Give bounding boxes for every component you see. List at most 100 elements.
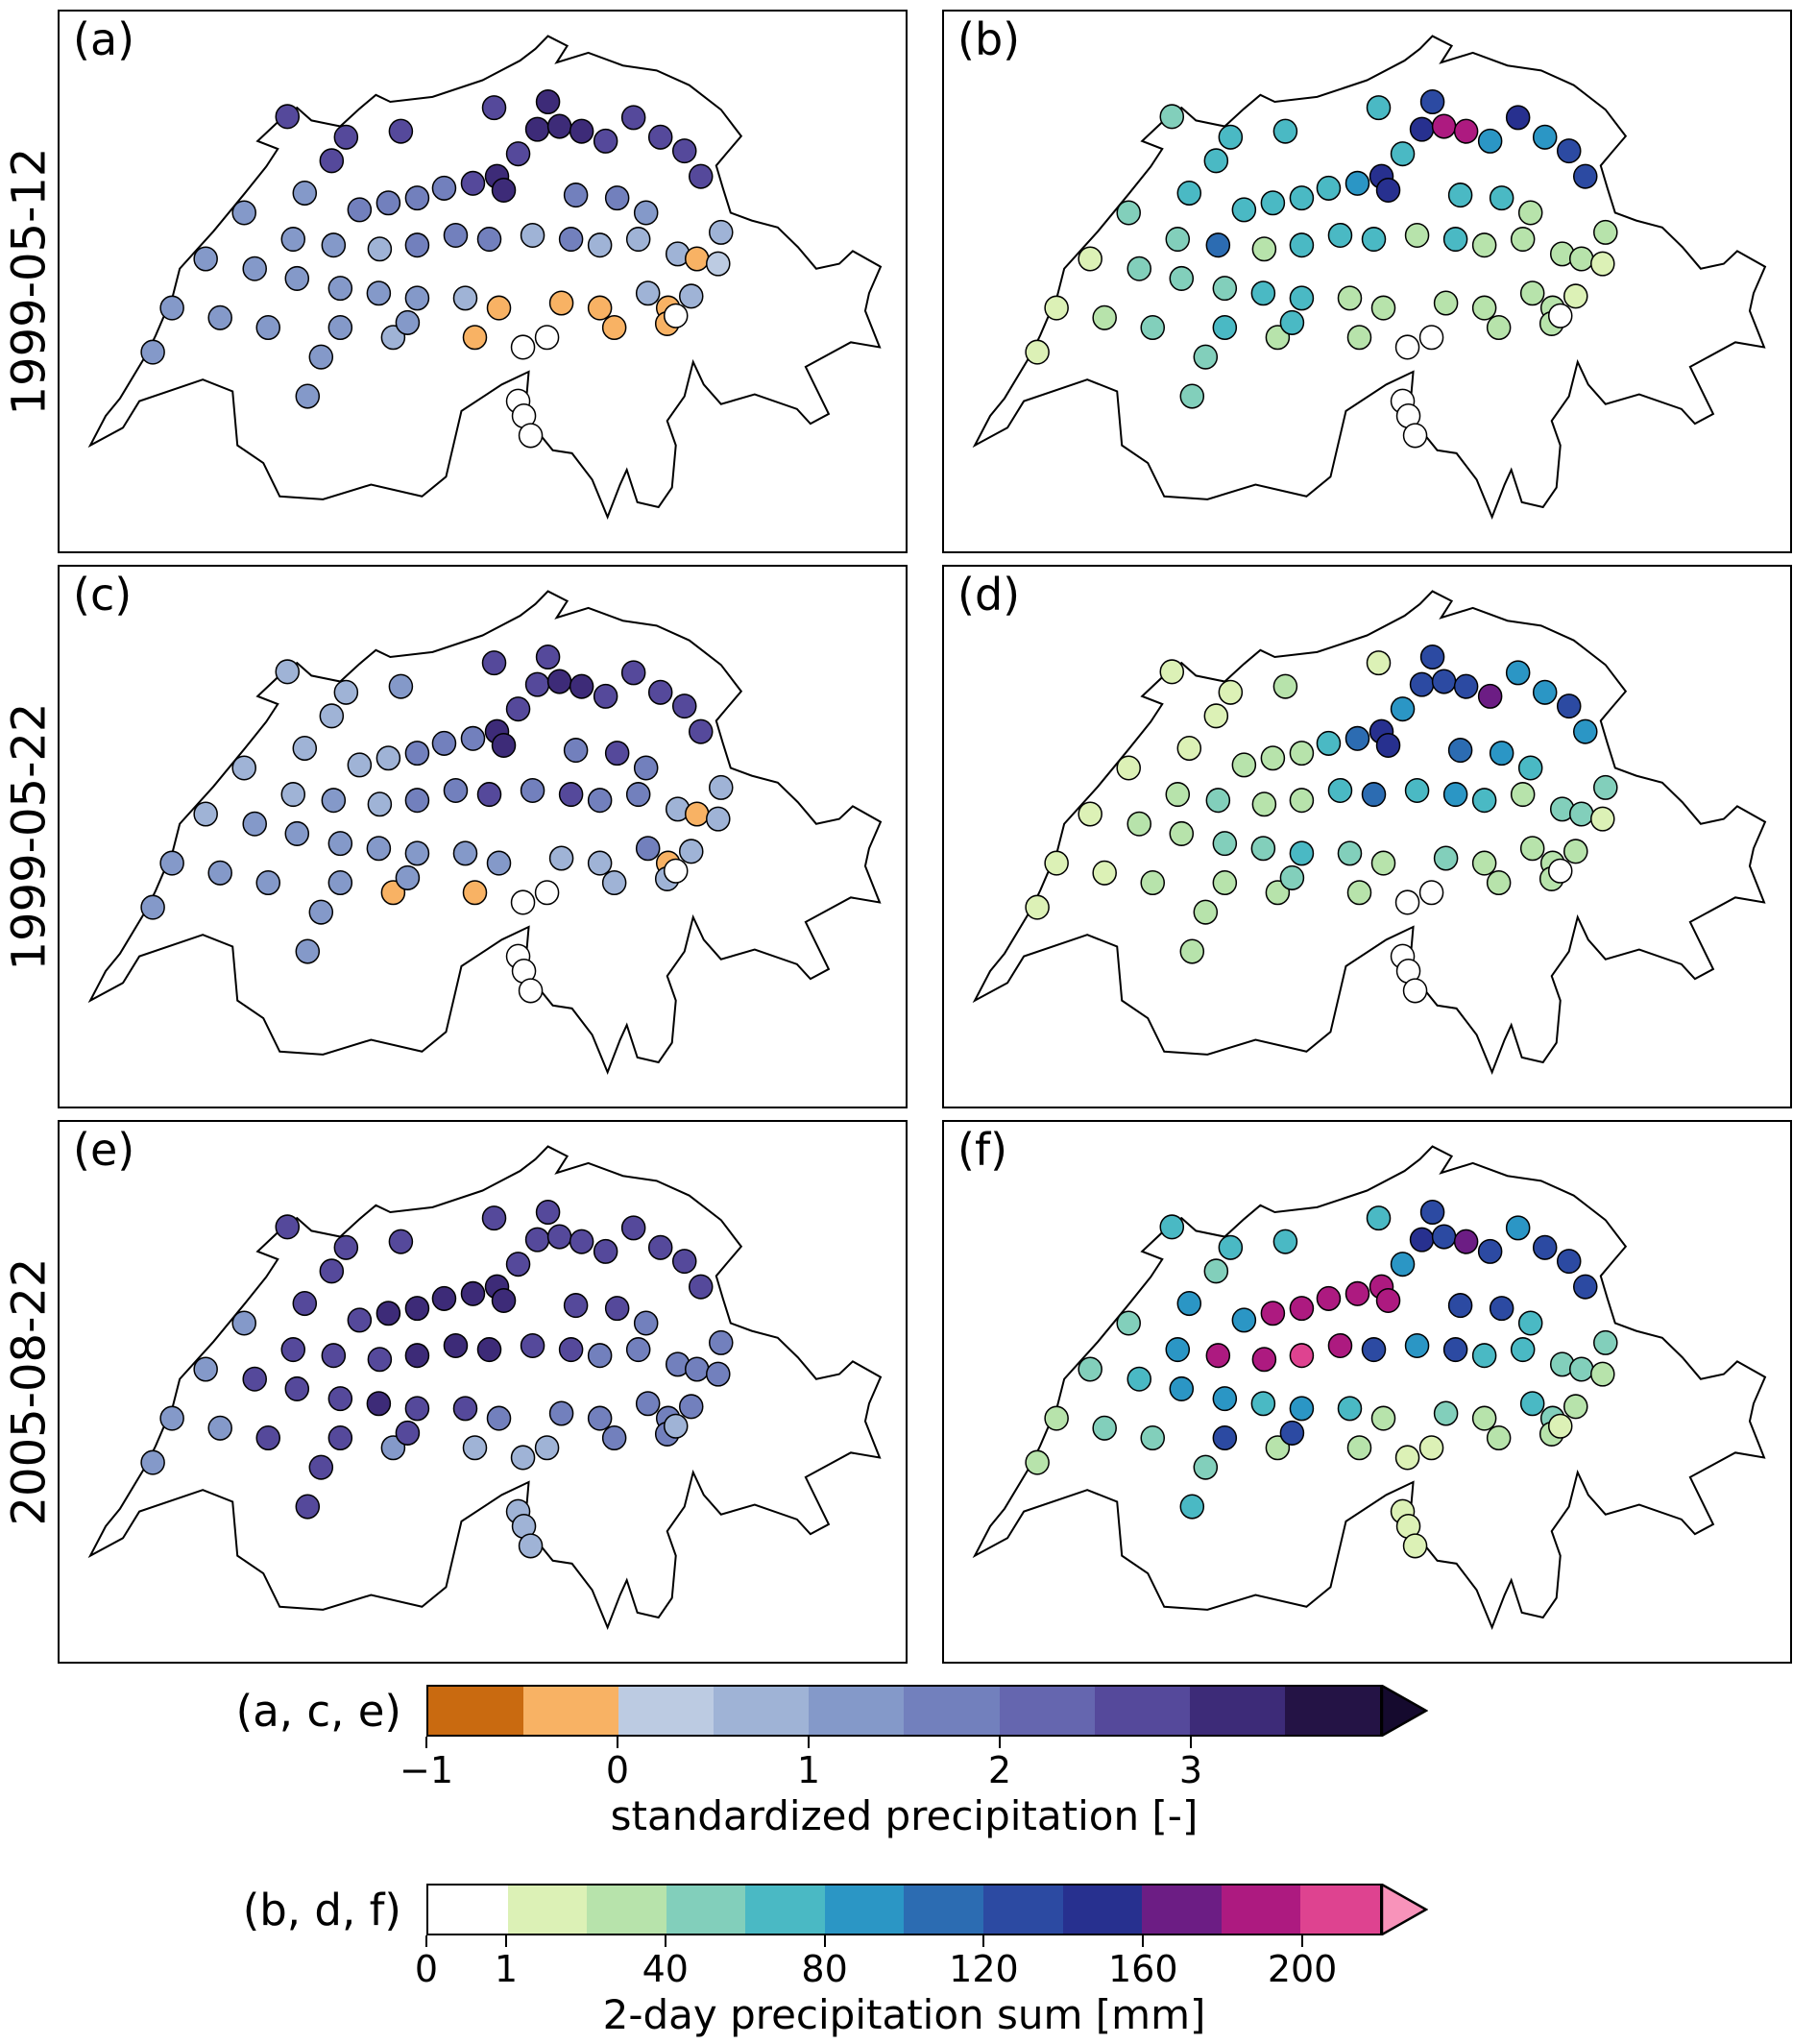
- station-dot: [1404, 222, 1430, 249]
- station-dot: [327, 869, 353, 896]
- colorbar-mm-bar: [426, 1884, 1382, 1935]
- station-dot: [587, 788, 613, 814]
- station-dot: [1289, 1296, 1315, 1322]
- station-dot: [1078, 246, 1102, 272]
- station-dot: [1272, 673, 1298, 699]
- station-dot: [524, 671, 550, 697]
- station-dot: [462, 880, 488, 906]
- station-dot: [292, 1291, 318, 1317]
- station-dot: [1477, 1238, 1503, 1264]
- station-dot: [367, 791, 393, 817]
- switzerland-map: [87, 590, 883, 1075]
- colorbar-mm: 0 1 40 80 120 160 200 2-day precipitation sum …: [415, 1884, 1428, 2038]
- station-dot: [587, 295, 613, 321]
- station-dot: [1231, 1307, 1257, 1333]
- station-dot: [1279, 864, 1305, 890]
- station-dot: [1272, 118, 1298, 144]
- station-dot: [1212, 831, 1238, 857]
- station-dot: [1260, 745, 1286, 771]
- map-row-1: 1999-05-12 (a) (b): [0, 10, 1817, 553]
- station-dot: [1250, 280, 1276, 306]
- station-dot: [1218, 1234, 1244, 1260]
- station-dot: [308, 899, 334, 925]
- station-dot: [1418, 325, 1444, 351]
- station-dot: [1140, 314, 1166, 341]
- station-dot: [1563, 839, 1588, 864]
- station-dot: [1433, 845, 1459, 871]
- panel-d: (d): [942, 565, 1792, 1108]
- station-dot: [280, 227, 306, 253]
- station-dot: [431, 175, 457, 201]
- station-dot: [1169, 265, 1195, 291]
- station-dot: [1486, 869, 1512, 896]
- colorbar-tick-label: 0: [605, 1749, 630, 1791]
- station-dot: [1419, 88, 1445, 115]
- station-dot: [706, 806, 731, 832]
- station-dot: [1431, 669, 1457, 694]
- station-dot: [587, 232, 613, 258]
- colorbar-mm-title: 2-day precipitation sum [mm]: [602, 1991, 1206, 2038]
- colorbar-tick-label: 1: [796, 1749, 821, 1791]
- station-dot: [569, 118, 594, 144]
- station-dot: [1510, 227, 1536, 253]
- panel-d-map: [944, 567, 1790, 1107]
- station-dot: [1433, 290, 1459, 316]
- station-dot: [1366, 1205, 1392, 1231]
- station-dot: [1390, 141, 1416, 167]
- station-dot: [452, 840, 478, 866]
- station-dot: [1337, 285, 1363, 311]
- colorbar-spi-bar: [426, 1685, 1382, 1737]
- colorbar-spi-title: standardized precipitation [-]: [610, 1792, 1199, 1839]
- station-dot: [1044, 850, 1069, 876]
- station-dot: [1345, 170, 1370, 196]
- station-dot: [1289, 1396, 1315, 1422]
- station-dot: [1419, 644, 1445, 670]
- station-dot: [1505, 660, 1531, 686]
- station-dot: [275, 1214, 301, 1240]
- station-dot: [231, 1310, 256, 1336]
- colorbar-tick-label: 3: [1178, 1749, 1203, 1791]
- station-dot: [1519, 1391, 1545, 1417]
- station-dot: [1260, 1301, 1286, 1326]
- switzerland-map: [87, 35, 883, 520]
- station-dot: [462, 1435, 488, 1461]
- colorbar-segment: [1094, 1687, 1190, 1735]
- station-dot: [1193, 1454, 1219, 1480]
- colorbar-arrow-icon: [1382, 1685, 1428, 1737]
- station-dot: [706, 251, 731, 277]
- station-dot: [443, 777, 469, 804]
- station-dot: [462, 325, 488, 351]
- station-dot: [1279, 309, 1305, 335]
- station-dot: [1327, 777, 1353, 804]
- station-dot: [635, 280, 661, 306]
- station-dot: [404, 840, 430, 866]
- station-dot: [275, 659, 301, 685]
- station-dot: [505, 1252, 531, 1278]
- panel-a: (a): [58, 10, 908, 553]
- station-dot: [510, 889, 536, 915]
- station-dot: [292, 736, 318, 762]
- station-dot: [395, 864, 421, 890]
- station-dot: [604, 185, 630, 211]
- station-dot: [193, 246, 218, 272]
- station-dot: [1556, 1249, 1582, 1275]
- station-dot: [1510, 782, 1536, 808]
- station-dot: [1203, 1258, 1229, 1284]
- colorbar-tick-mark: [999, 1737, 1001, 1748]
- station-dot: [1404, 1332, 1430, 1359]
- panel-c: (c): [58, 565, 908, 1108]
- station-dot: [327, 1424, 353, 1451]
- station-dot: [633, 200, 659, 226]
- station-dot: [319, 1258, 345, 1284]
- station-dot: [1532, 679, 1558, 705]
- colorbar-mm-group-label: (b, d, f): [242, 1884, 401, 1935]
- station-dot: [620, 1215, 646, 1241]
- station-dot: [1289, 788, 1315, 814]
- station-dot: [1289, 232, 1315, 258]
- station-dot: [1159, 1214, 1185, 1240]
- station-dot: [684, 246, 710, 272]
- station-dot: [593, 128, 618, 154]
- station-dot: [347, 752, 373, 778]
- station-dot: [443, 1332, 469, 1359]
- station-dot: [1165, 1337, 1191, 1363]
